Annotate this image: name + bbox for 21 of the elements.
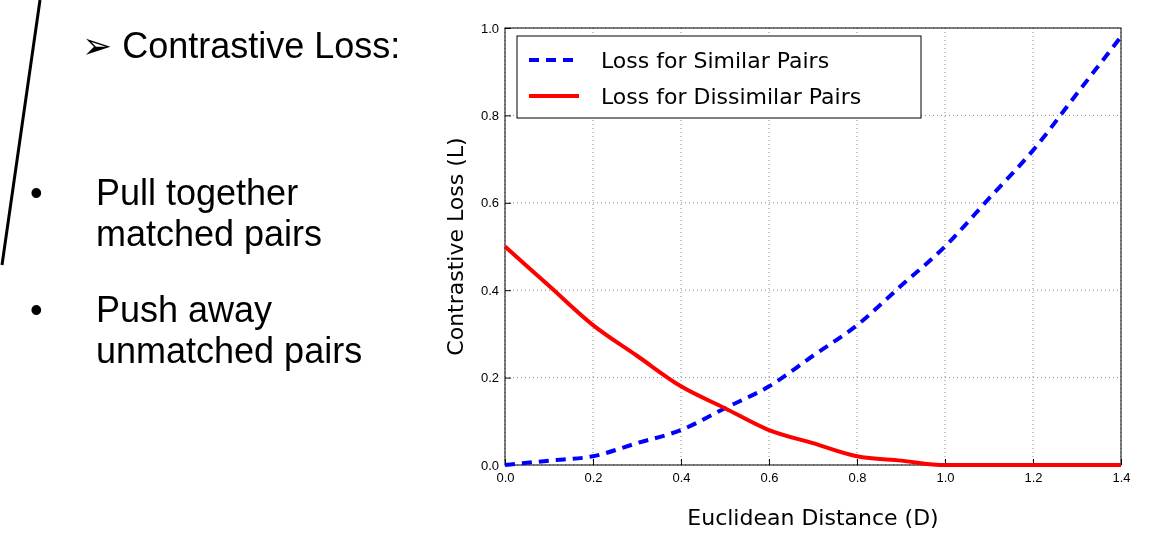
x-tick-label: 1.2 [1024,470,1043,486]
legend-label: Loss for Similar Pairs [601,48,830,73]
y-axis-title: Contrastive Loss (L) [443,137,468,356]
legend-label: Loss for Dissimilar Pairs [601,84,862,109]
y-tick-label: 0.2 [480,370,499,386]
y-tick-label: 0.8 [480,108,499,124]
x-tick-label: 0.8 [848,470,867,486]
x-axis-title: Euclidean Distance (D) [687,505,939,530]
text: • Push away unmatched pairs [30,289,363,372]
text: • Pull together matched pairs [30,172,323,255]
x-tick-label: 0.4 [672,470,691,486]
y-tick-label: 1.0 [480,20,499,36]
x-tick-label: 1.0 [936,470,955,486]
y-tick-label: 0.6 [480,195,499,211]
x-tick-label: 0.2 [584,470,603,486]
y-tick-label: 0.0 [480,457,499,473]
y-tick-label: 0.4 [480,282,499,298]
x-tick-label: 1.4 [1112,470,1131,486]
x-tick-label: 0.6 [760,470,779,486]
text: ➢ Contrastive Loss: [82,25,401,66]
x-tick-label: 0.0 [496,470,515,486]
